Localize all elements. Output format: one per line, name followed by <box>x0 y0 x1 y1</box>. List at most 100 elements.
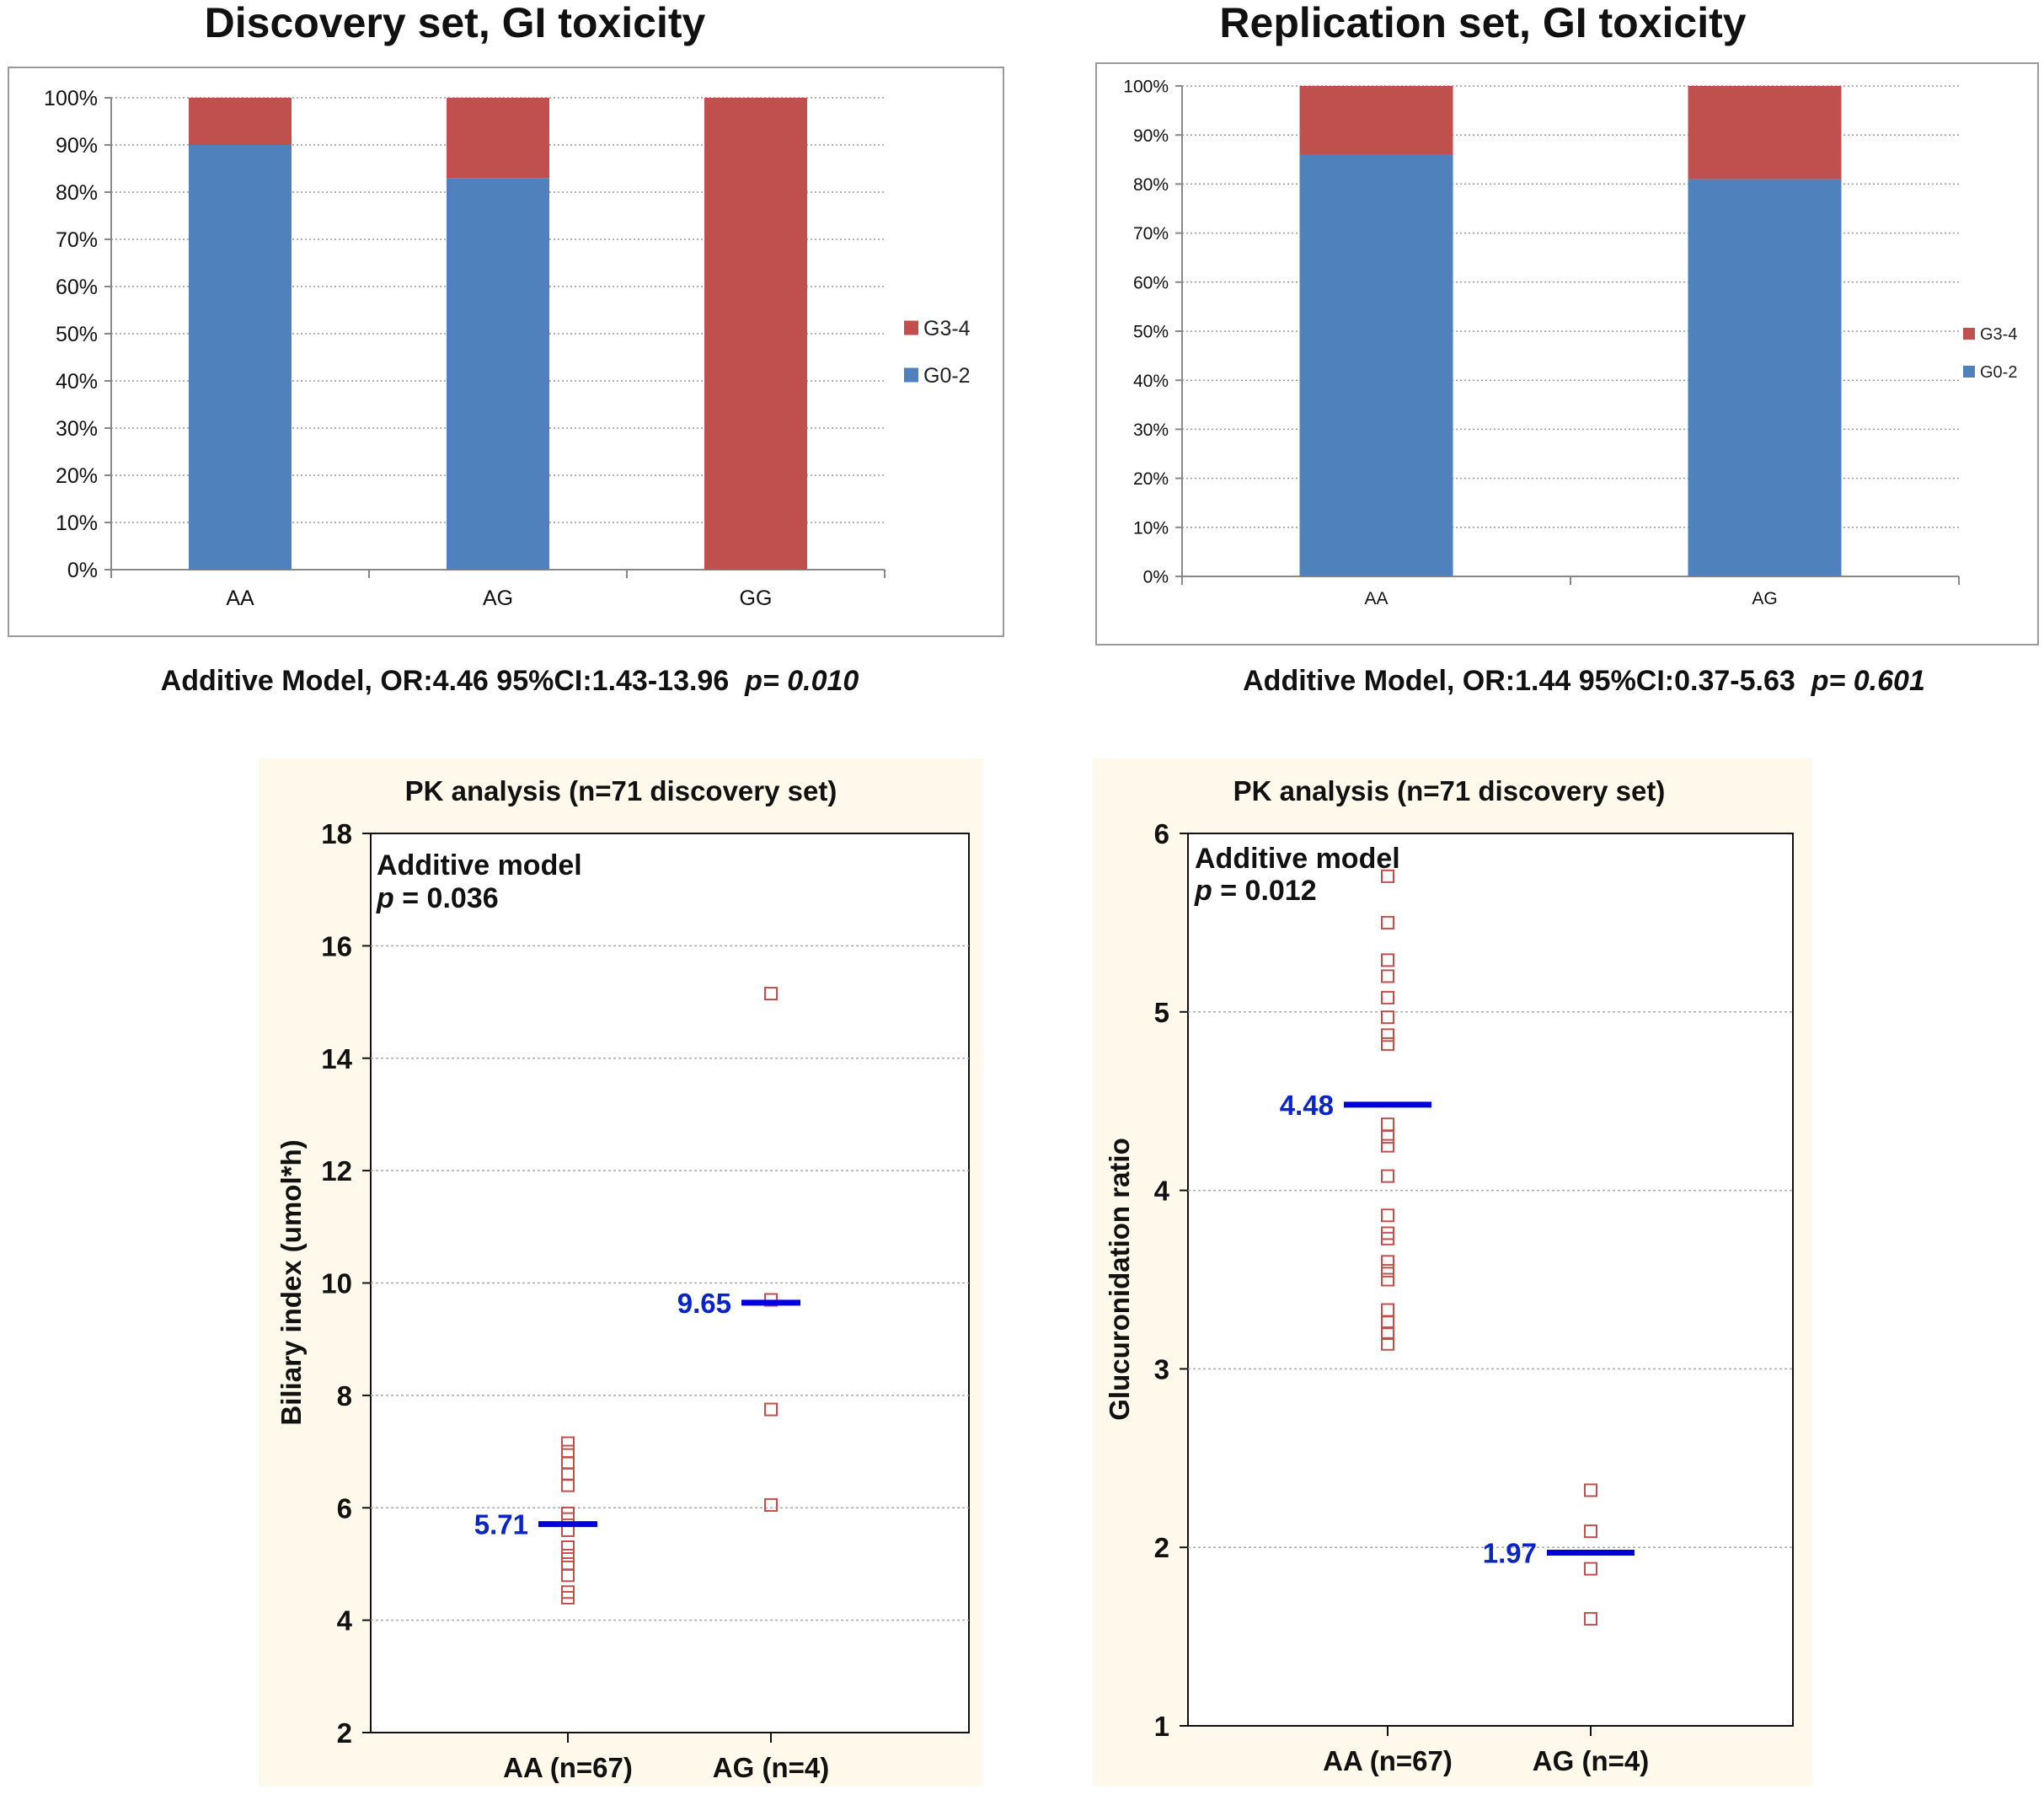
pk_glucuronidation-y-tick-label: 4 <box>1154 1176 1170 1207</box>
discovery-category-label: GG <box>740 587 773 610</box>
pk-glucuronidation-annotation-title: Additive model <box>1195 843 1400 875</box>
pk_glucuronidation-y-tick-label: 1 <box>1154 1711 1169 1742</box>
pk-biliary-annotation-title: Additive model <box>377 849 582 881</box>
replication-y-tick-label: 50% <box>1133 323 1169 342</box>
pk_glucuronidation-data-point <box>1381 953 1394 967</box>
pk_biliary-data-point <box>561 1506 575 1520</box>
discovery-caption-p: p= 0.010 <box>745 665 859 697</box>
discovery-legend-label: G0-2 <box>923 364 971 388</box>
replication-y-tick-label: 30% <box>1133 421 1169 440</box>
discovery-bar-AG-G3-4 <box>447 98 549 179</box>
pk_glucuronidation-data-point <box>1381 1326 1394 1341</box>
pk-biliary-p-symbol: p <box>376 882 394 914</box>
replication-bar-AG-G3-4 <box>1688 86 1842 179</box>
replication-bar-AA-G0-2 <box>1299 154 1453 577</box>
discovery-legend-label: G3-4 <box>923 317 971 340</box>
pk_biliary-data-point <box>764 1497 778 1512</box>
discovery-y-tick-label: 0% <box>67 559 98 582</box>
discovery-y-tick-label: 60% <box>56 276 98 299</box>
pk_biliary-y-tick-label: 16 <box>321 930 352 962</box>
replication-legend-label: G0-2 <box>1980 363 2017 382</box>
pk_glucuronidation-category-label: AA (n=67) <box>1323 1745 1453 1776</box>
pk_biliary-y-tick-label: 18 <box>321 818 352 849</box>
replication-y-tick-label: 90% <box>1133 126 1169 146</box>
pk_biliary-y-axis-label: Biliary index (umol*h) <box>276 1139 307 1425</box>
pk_glucuronidation-data-point <box>1381 1303 1394 1317</box>
pk_glucuronidation-median-label: 4.48 <box>1280 1090 1334 1121</box>
pk_biliary-data-point <box>561 1444 575 1459</box>
pk_biliary-data-point <box>561 1585 575 1599</box>
pk_biliary-y-tick-label: 14 <box>321 1043 352 1074</box>
discovery-legend-swatch-G3-4 <box>904 320 918 335</box>
pk_glucuronidation-y-axis-label: Glucuronidation ratio <box>1104 1138 1135 1421</box>
pk-glucuronidation-annotation: Additive model p = 0.012 <box>1194 843 1400 907</box>
replication-legend-swatch-G0-2 <box>1963 366 1975 378</box>
pk_biliary-category-label: AG (n=4) <box>713 1752 829 1783</box>
replication-category-label: AA <box>1364 589 1388 608</box>
pk_biliary-scatter-chart: PK analysis (n=71 discovery set) 2 4 6 8 10 12… <box>276 775 970 1783</box>
pk_glucuronidation-data-point <box>1381 915 1394 929</box>
replication-y-tick-label: 60% <box>1133 273 1169 292</box>
replication-legend-swatch-G3-4 <box>1963 328 1975 340</box>
discovery-bar-GG-G3-4 <box>704 98 807 570</box>
pk_biliary-y-tick-label: 10 <box>321 1268 352 1299</box>
pk_biliary-data-point <box>764 1402 778 1417</box>
pk_glucuronidation-data-point <box>1381 1169 1394 1183</box>
pk_biliary-y-tick-label: 6 <box>337 1492 352 1524</box>
pk_glucuronidation-data-point <box>1381 1272 1394 1287</box>
pk_glucuronidation-title: PK analysis (n=71 discovery set) <box>1233 775 1666 806</box>
pk-biliary-p-value: = 0.036 <box>394 882 499 914</box>
replication-y-tick-label: 100% <box>1123 78 1169 97</box>
replication-y-tick-label: 40% <box>1133 372 1169 391</box>
discovery-bar-AG-G0-2 <box>447 178 549 570</box>
discovery-category-label: AA <box>226 587 254 610</box>
replication-bar-AG-G0-2 <box>1688 179 1842 576</box>
discovery-y-tick-label: 70% <box>56 228 98 252</box>
replication-y-tick-label: 10% <box>1133 518 1169 538</box>
pk_glucuronidation-data-point <box>1584 1483 1597 1497</box>
pk_glucuronidation-category-label: AG (n=4) <box>1533 1745 1649 1776</box>
discovery-y-tick-label: 20% <box>56 464 98 488</box>
discovery-legend-swatch-G0-2 <box>904 367 918 383</box>
pk_biliary-median-label: 5.71 <box>474 1509 528 1540</box>
pk_glucuronidation-data-point <box>1381 1028 1394 1042</box>
pk_glucuronidation-data-point <box>1381 1037 1394 1051</box>
pk_biliary-data-point <box>764 987 778 1001</box>
pk_biliary-data-point <box>561 1540 575 1554</box>
pk_biliary-category-label: AA (n=67) <box>503 1752 633 1783</box>
discovery-bar-chart: 0% 10% 20% 30% 40% 50% 60% 70% 80% 90% 100% AA AG GG G… <box>44 87 971 610</box>
replication-legend-label: G3-4 <box>1980 325 2017 344</box>
replication-chart-title: Replication set, GI toxicity <box>1219 0 1747 46</box>
pk_glucuronidation-y-tick-label: 3 <box>1154 1353 1169 1385</box>
pk_glucuronidation-y-tick-label: 5 <box>1154 997 1169 1028</box>
pk_glucuronidation-data-point <box>1584 1562 1597 1576</box>
discovery-bar-AA-G3-4 <box>189 98 292 145</box>
discovery-y-tick-label: 40% <box>56 370 98 394</box>
pk_glucuronidation-data-point <box>1381 1226 1394 1240</box>
pk_biliary-y-tick-label: 8 <box>337 1380 352 1412</box>
discovery-chart-title: Discovery set, GI toxicity <box>204 0 706 46</box>
replication-bar-chart: 0% 10% 20% 30% 40% 50% 60% 70% 80% 90% 100% AA AG G3-… <box>1123 78 2017 608</box>
pk-glucuronidation-annotation-pvalue: p = 0.012 <box>1194 875 1317 907</box>
pk_glucuronidation-data-point <box>1381 869 1394 883</box>
discovery-y-tick-label: 50% <box>56 323 98 346</box>
pk_glucuronidation-plot-area <box>1187 833 1794 1727</box>
replication-category-label: AG <box>1752 589 1777 608</box>
pk_biliary-data-point <box>561 1436 575 1450</box>
discovery-y-tick-label: 80% <box>56 181 98 205</box>
discovery-chart-caption: Additive Model, OR:4.46 95%CI:1.43-13.96… <box>51 665 969 698</box>
replication-bar-AA-G3-4 <box>1299 86 1453 155</box>
pk_glucuronidation-data-point <box>1381 1010 1394 1025</box>
pk_biliary-data-point <box>561 1548 575 1562</box>
replication-y-tick-label: 70% <box>1133 224 1169 244</box>
pk_glucuronidation-median-label: 1.97 <box>1483 1538 1537 1569</box>
pk_glucuronidation-y-tick-label: 2 <box>1154 1532 1169 1563</box>
pk_biliary-title: PK analysis (n=71 discovery set) <box>405 775 837 806</box>
replication-y-tick-label: 20% <box>1133 469 1169 489</box>
discovery-y-tick-label: 100% <box>44 87 98 110</box>
pk_glucuronidation-data-point <box>1381 1138 1394 1153</box>
pk_glucuronidation-data-point <box>1381 1263 1394 1278</box>
pk_biliary-y-tick-label: 4 <box>337 1605 353 1637</box>
pk_biliary-y-tick-label: 12 <box>321 1155 352 1187</box>
